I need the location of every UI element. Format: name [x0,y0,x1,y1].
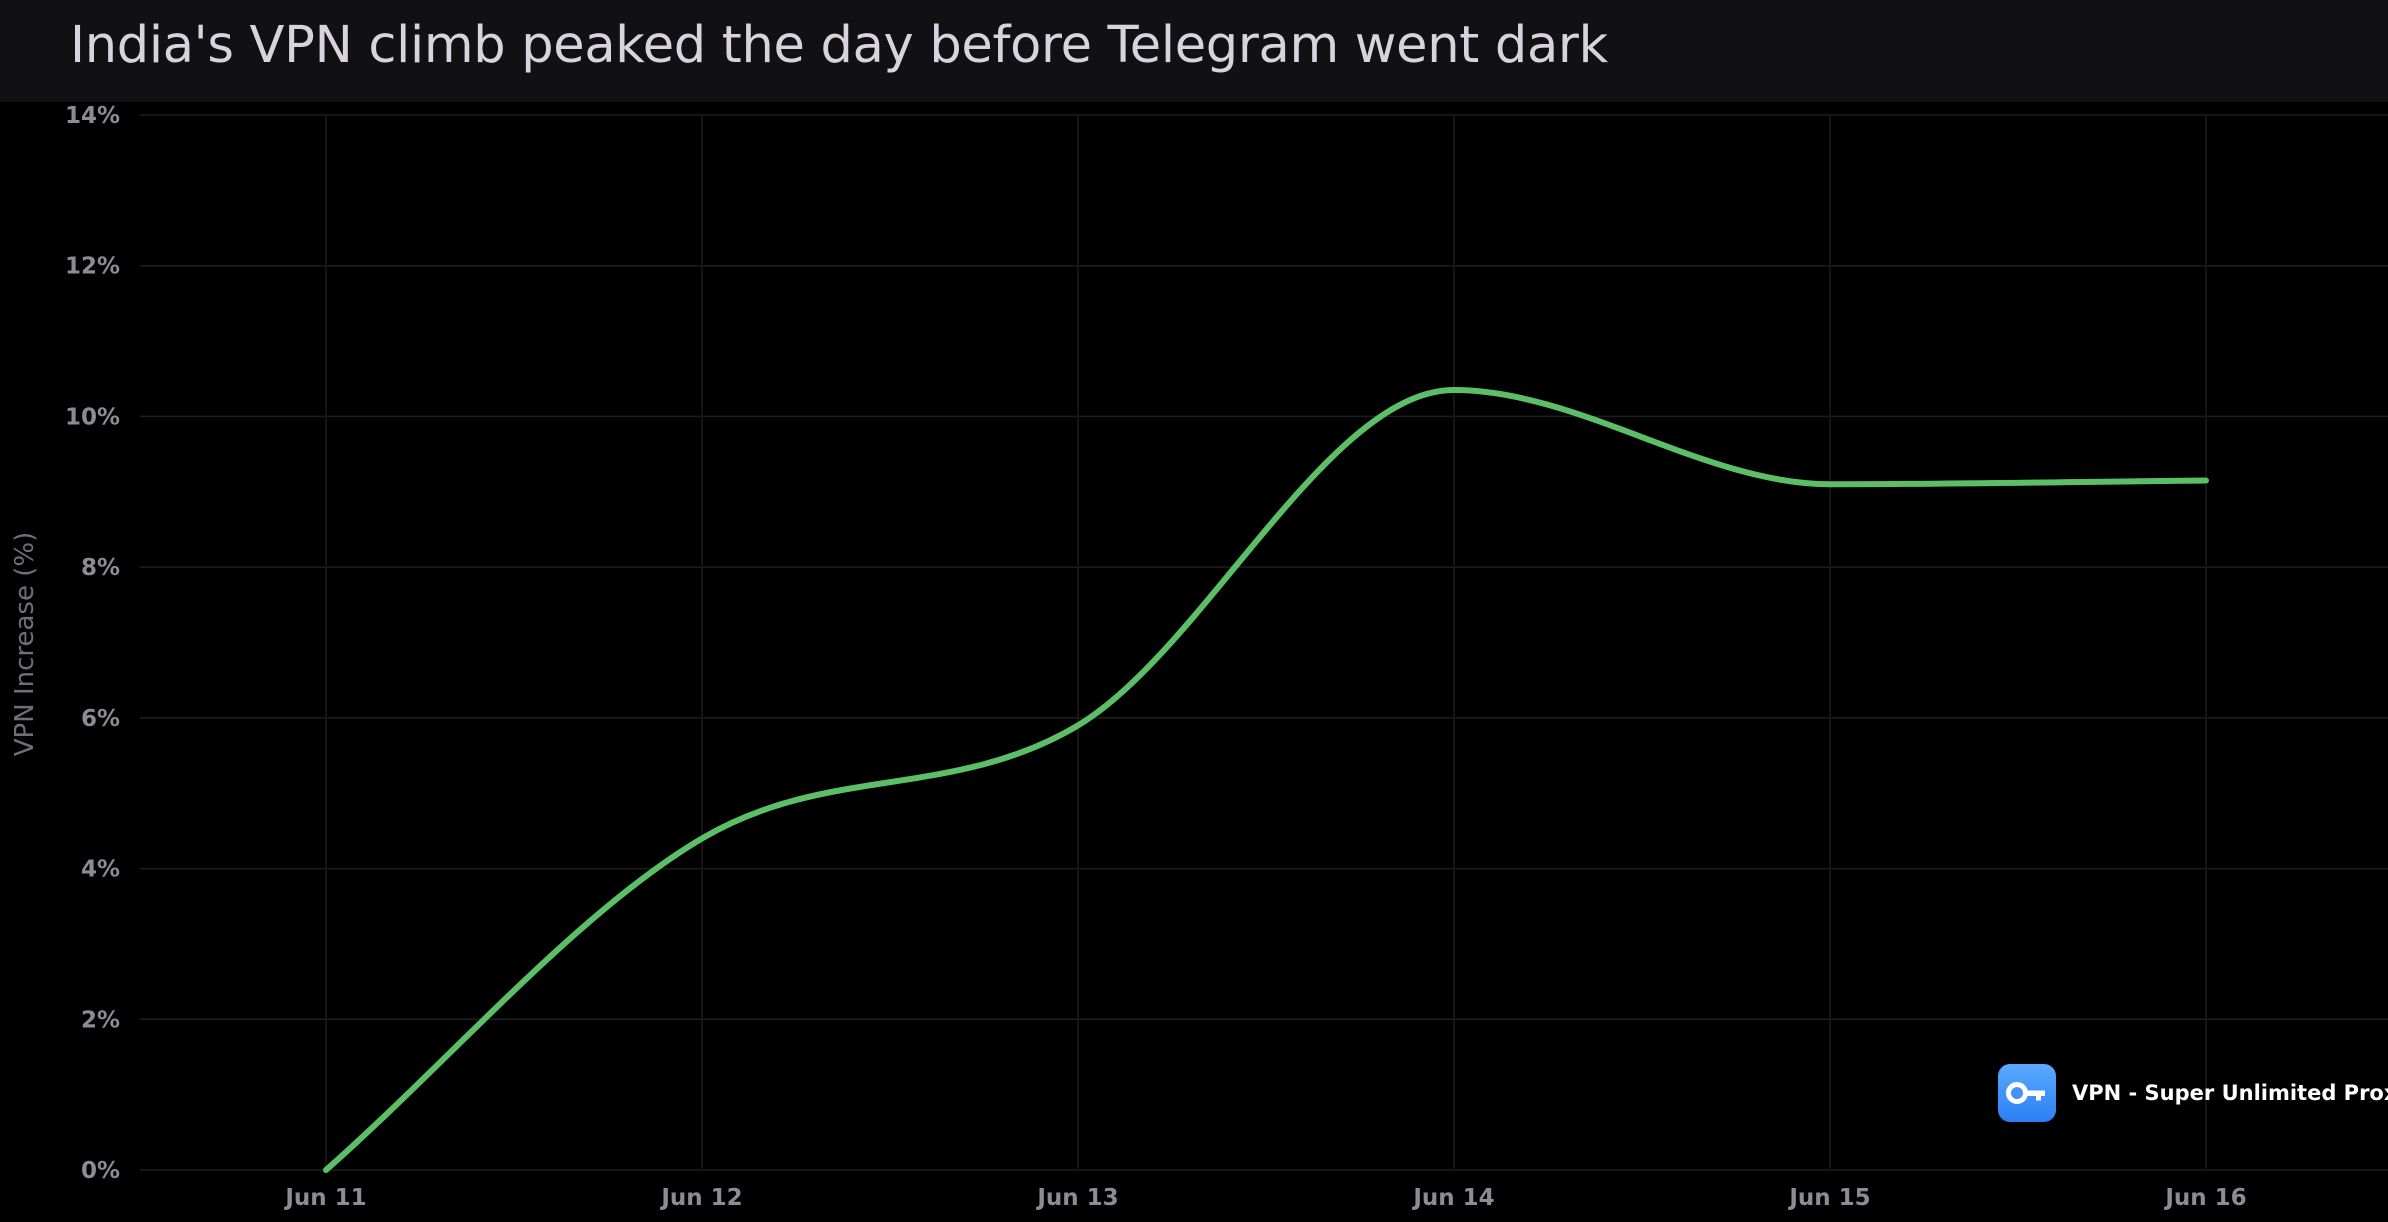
x-axis-ticks: Jun 11 Jun 12 Jun 13 Jun 14 Jun 15 Jun 16 [283,1185,2246,1211]
vertical-gridlines [325,115,2207,1170]
y-tick-label: 6% [81,706,120,732]
y-axis-ticks: 0% 2% 4% 6% 8% 10% 12% 14% [65,103,120,1184]
x-tick-label: Jun 15 [1787,1185,1870,1211]
y-tick-label: 4% [81,857,120,883]
y-tick-label: 2% [81,1007,120,1033]
horizontal-gridlines [140,114,2388,1171]
x-tick-label: Jun 13 [1035,1185,1118,1211]
chart-title: India's VPN climb peaked the day before … [70,16,1608,75]
key-icon [1998,1064,2056,1122]
y-tick-label: 0% [81,1158,120,1184]
app-badge-label: VPN - Super Unlimited Proxy [2072,1081,2388,1105]
x-tick-label: Jun 12 [659,1185,742,1211]
y-tick-label: 10% [65,404,120,430]
y-tick-label: 12% [65,254,120,280]
y-axis-label: VPN Increase (%) [10,532,40,756]
x-tick-label: Jun 11 [283,1185,366,1211]
x-tick-label: Jun 16 [2163,1185,2246,1211]
x-tick-label: Jun 14 [1411,1185,1494,1211]
title-bar: India's VPN climb peaked the day before … [0,0,2388,102]
y-tick-label: 8% [81,555,120,581]
y-tick-label: 14% [65,103,120,129]
app-badge: VPN - Super Unlimited Proxy [1998,1063,2388,1123]
vpn-increase-line [323,387,2209,1173]
series-group [323,387,2209,1173]
